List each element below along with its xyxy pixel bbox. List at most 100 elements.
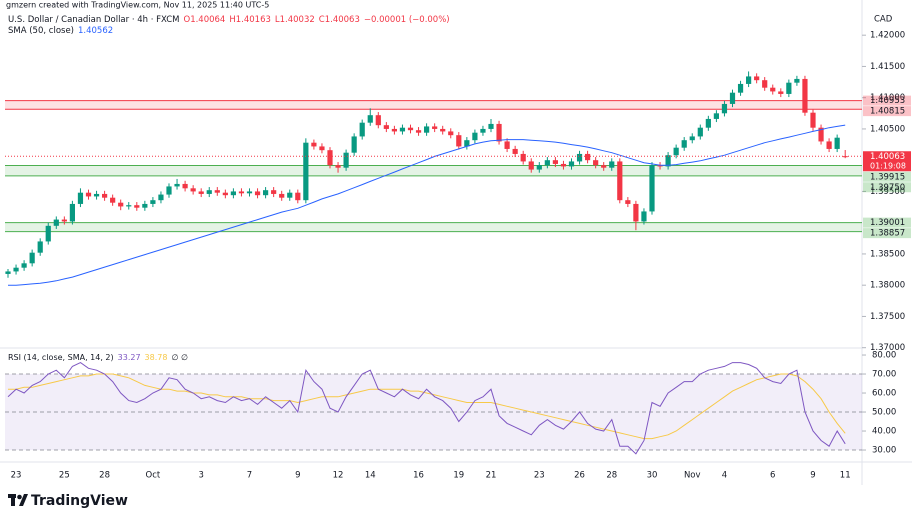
logo: TradingView — [8, 493, 128, 509]
candle-body — [407, 127, 414, 131]
candle-body — [53, 219, 59, 226]
x-tick-label: 6 — [770, 471, 775, 481]
candle-body — [424, 126, 430, 133]
x-tick-label: Nov — [684, 471, 701, 481]
ohlc-value: O1.40064 — [184, 15, 226, 25]
candle-body — [762, 80, 768, 88]
candle-body — [601, 165, 607, 168]
candle-body — [737, 83, 744, 93]
y-tick-label: 1.41000 — [870, 93, 905, 103]
candle-body — [263, 190, 269, 196]
zone-label-bg — [863, 106, 911, 117]
candle-body — [198, 191, 204, 194]
x-tick-label: 26 — [574, 471, 585, 481]
candle-body — [271, 190, 277, 194]
candle-body — [206, 190, 212, 194]
zone-label: 1.38857 — [870, 229, 905, 239]
candle-body — [383, 125, 389, 129]
y-tick-label: 1.40500 — [870, 124, 905, 134]
zone-label: 1.40953 — [870, 96, 905, 106]
candle-body — [520, 153, 526, 162]
x-tick-label: 12 — [333, 471, 344, 481]
candle-body — [142, 203, 148, 208]
candle-body — [21, 263, 27, 268]
candle-body — [246, 191, 253, 194]
candle-body — [295, 192, 301, 201]
x-tick-label: 7 — [247, 471, 252, 481]
x-tick-label: 11 — [840, 471, 851, 481]
y-tick-label: 50.00 — [872, 408, 896, 418]
candle-body — [633, 203, 639, 222]
x-tick-label: 28 — [606, 471, 617, 481]
candle-body — [448, 131, 454, 136]
y-tick-label: 1.38000 — [870, 281, 905, 291]
zone — [5, 100, 862, 110]
y-tick-label: 40.00 — [872, 427, 896, 437]
x-tick-label: 28 — [99, 471, 110, 481]
candle-body — [134, 205, 140, 208]
candle-body — [415, 130, 422, 133]
y-tick-label: 1.42000 — [870, 31, 905, 41]
candle-body — [126, 205, 132, 207]
candle-body — [794, 78, 800, 83]
x-tick-label: Oct — [146, 471, 161, 481]
x-tick-label: 9 — [295, 471, 300, 481]
candle-body — [85, 192, 92, 197]
candle-body — [609, 161, 615, 168]
candle-body — [440, 128, 446, 132]
rsi-ma-line — [8, 373, 846, 440]
candle-body — [810, 112, 816, 128]
y-tick-label: 60.00 — [872, 389, 896, 399]
candle-body — [770, 87, 776, 92]
candle-body — [166, 186, 172, 195]
candle-body — [802, 78, 808, 113]
candle-body — [222, 192, 228, 196]
y-tick-label: 1.39500 — [870, 187, 905, 197]
x-tick-label: 23 — [534, 471, 545, 481]
rsi-value: 38.78 — [145, 353, 168, 362]
candle-body — [729, 92, 736, 104]
candle-body — [174, 183, 180, 187]
zone-label-bg — [863, 95, 911, 106]
candle-body — [512, 148, 518, 154]
candle-body — [367, 115, 373, 123]
zone-label-bg — [863, 217, 911, 228]
ohlc-value: −0.00001 (−0.00%) — [364, 15, 450, 25]
candle-body — [649, 165, 655, 212]
logo-mark — [19, 494, 28, 506]
credit: gmzern created with TradingView.com, Nov… — [6, 1, 269, 10]
candle-body — [182, 183, 188, 189]
candle-body — [536, 165, 542, 170]
candle-body — [61, 219, 67, 222]
zone-label-bg — [863, 182, 911, 193]
candle-body — [391, 128, 397, 132]
sma-legend: SMA (50, close) 1.40562 — [8, 26, 113, 36]
candle-body — [641, 211, 647, 222]
zone-label-bg — [863, 228, 911, 239]
logo-text: TradingView — [31, 493, 128, 509]
candle-body — [254, 191, 261, 196]
candle-body — [158, 194, 164, 201]
candle-body — [480, 128, 486, 133]
candle-body — [37, 241, 43, 253]
y-tick-label: 1.38500 — [870, 249, 905, 259]
candle-body — [504, 141, 510, 149]
candle-body — [464, 140, 470, 147]
candle-body — [585, 153, 591, 161]
candle-body — [13, 267, 19, 272]
y-tick-label: 80.00 — [872, 351, 896, 361]
x-tick-label: 25 — [59, 471, 70, 481]
ohlc-value: L1.40032 — [275, 15, 315, 25]
candle-body — [29, 252, 35, 264]
x-tick-label: 14 — [365, 471, 376, 481]
candle-body — [472, 132, 478, 141]
candle-body — [375, 115, 381, 126]
candle-body — [214, 190, 220, 193]
candle-body — [359, 122, 365, 137]
candle-body — [5, 271, 11, 274]
symbol-legend: U.S. Dollar / Canadian Dollar · 4h · FXC… — [8, 15, 450, 25]
candle-body — [818, 127, 824, 142]
candle-body — [528, 161, 534, 170]
candle-body — [190, 188, 196, 192]
